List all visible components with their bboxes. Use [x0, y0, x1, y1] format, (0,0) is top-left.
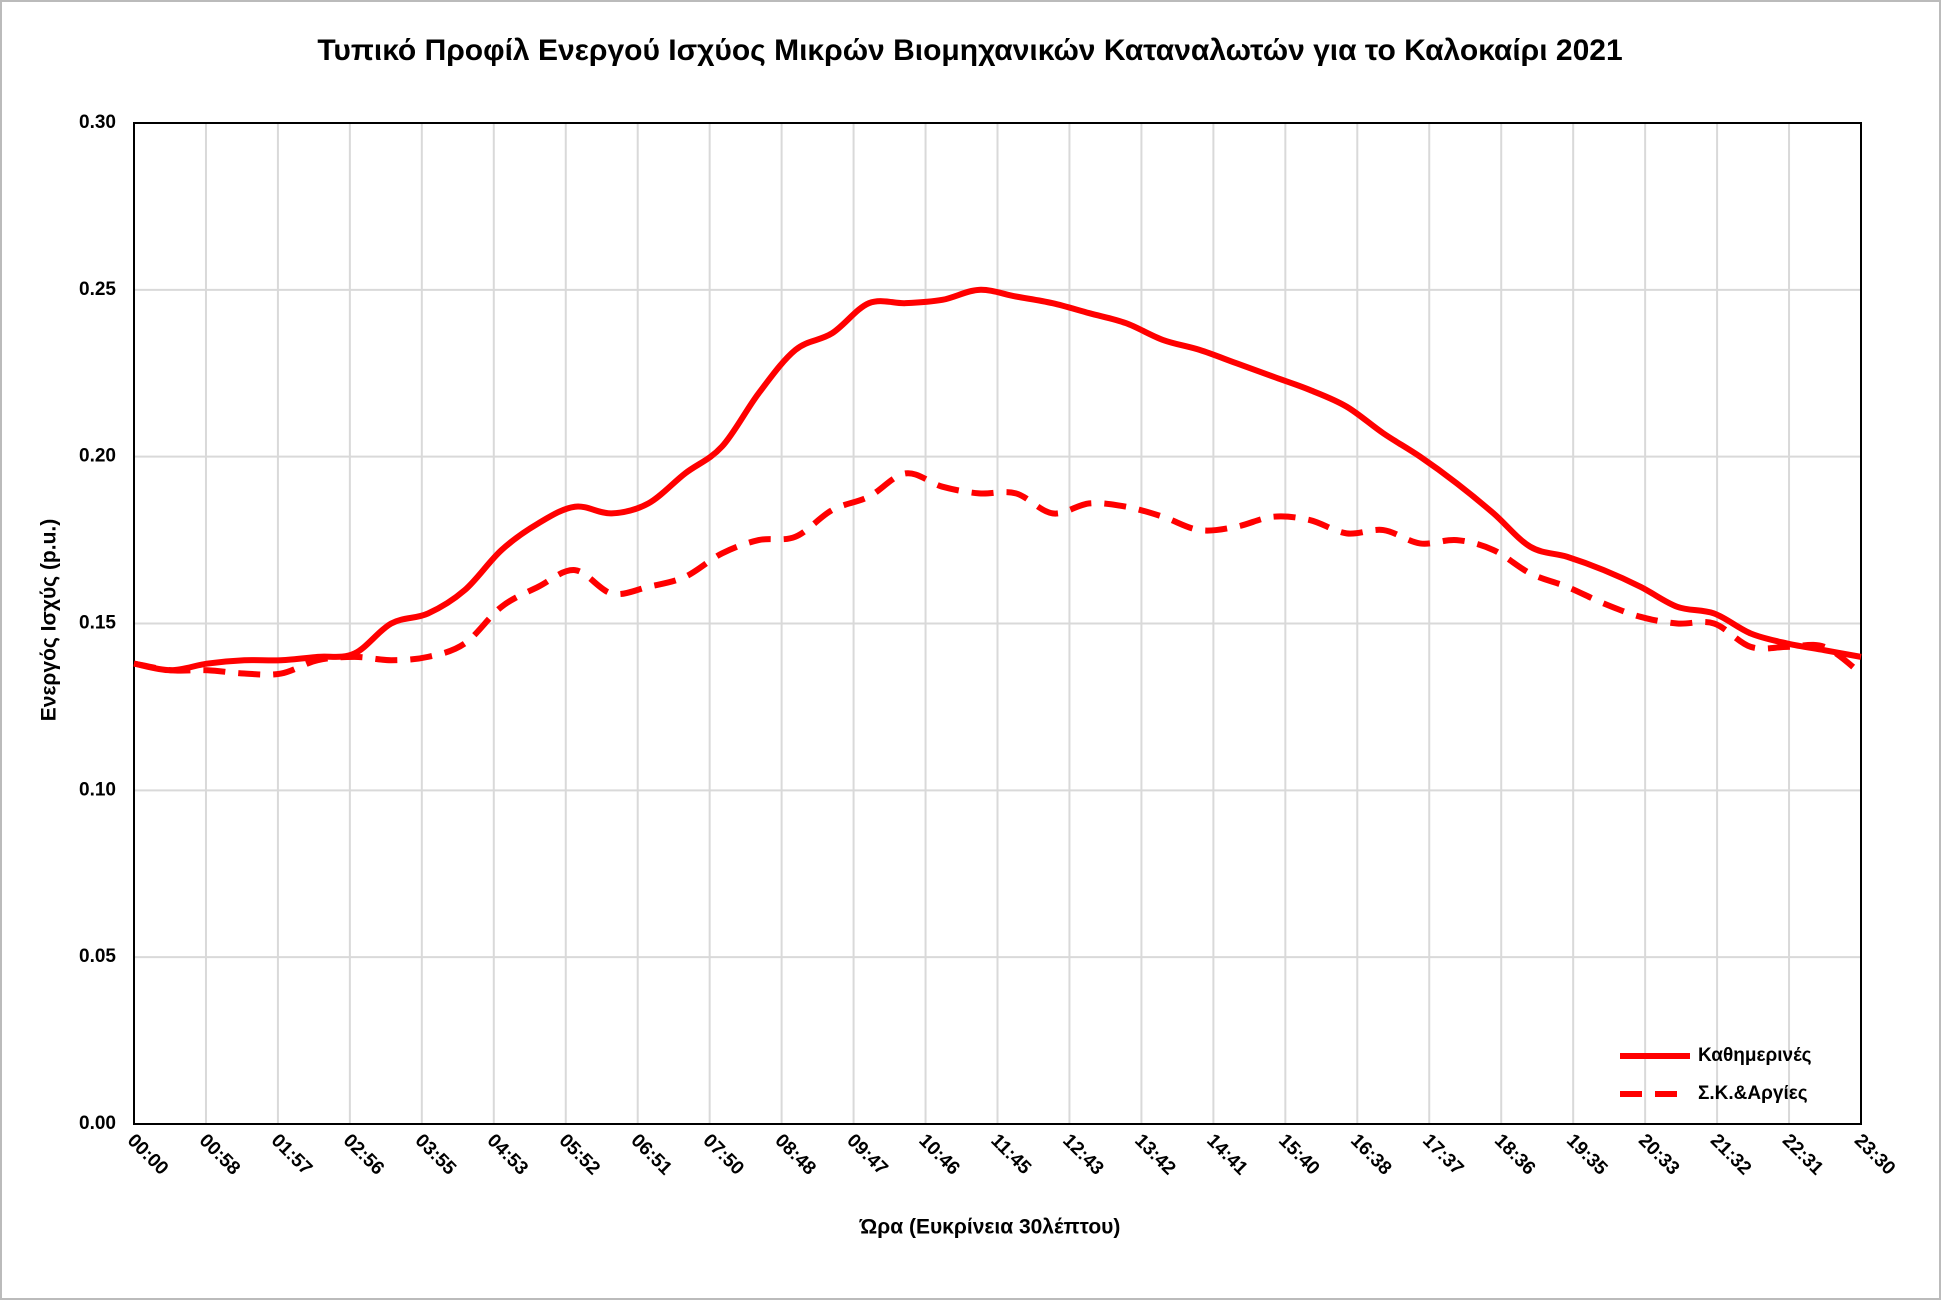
y-tick-label: 0.05 — [79, 946, 116, 967]
x-axis-label: Ώρα (Ευκρίνεια 30λέπτου) — [859, 1216, 1121, 1239]
y-tick-label: 0.15 — [79, 613, 116, 634]
legend-label: Καθημερινές — [1698, 1045, 1812, 1066]
legend-label: Σ.Κ.&Αργίες — [1698, 1083, 1808, 1104]
y-tick-label: 0.30 — [79, 112, 116, 133]
y-axis-label: Ενεργός Ισχύς (p.u.) — [38, 519, 61, 721]
y-tick-label: 0.10 — [79, 779, 116, 800]
plot-border — [133, 122, 1862, 1125]
data-line — [133, 286, 1862, 674]
y-tick-label: 0.00 — [79, 1113, 116, 1134]
data-line — [133, 470, 1863, 678]
chart-title: Τυπικό Προφίλ Ενεργού Ισχύος Μικρών Βιομ… — [317, 34, 1622, 67]
y-tick-label: 0.20 — [79, 446, 116, 467]
y-tick-label: 0.25 — [79, 279, 116, 300]
